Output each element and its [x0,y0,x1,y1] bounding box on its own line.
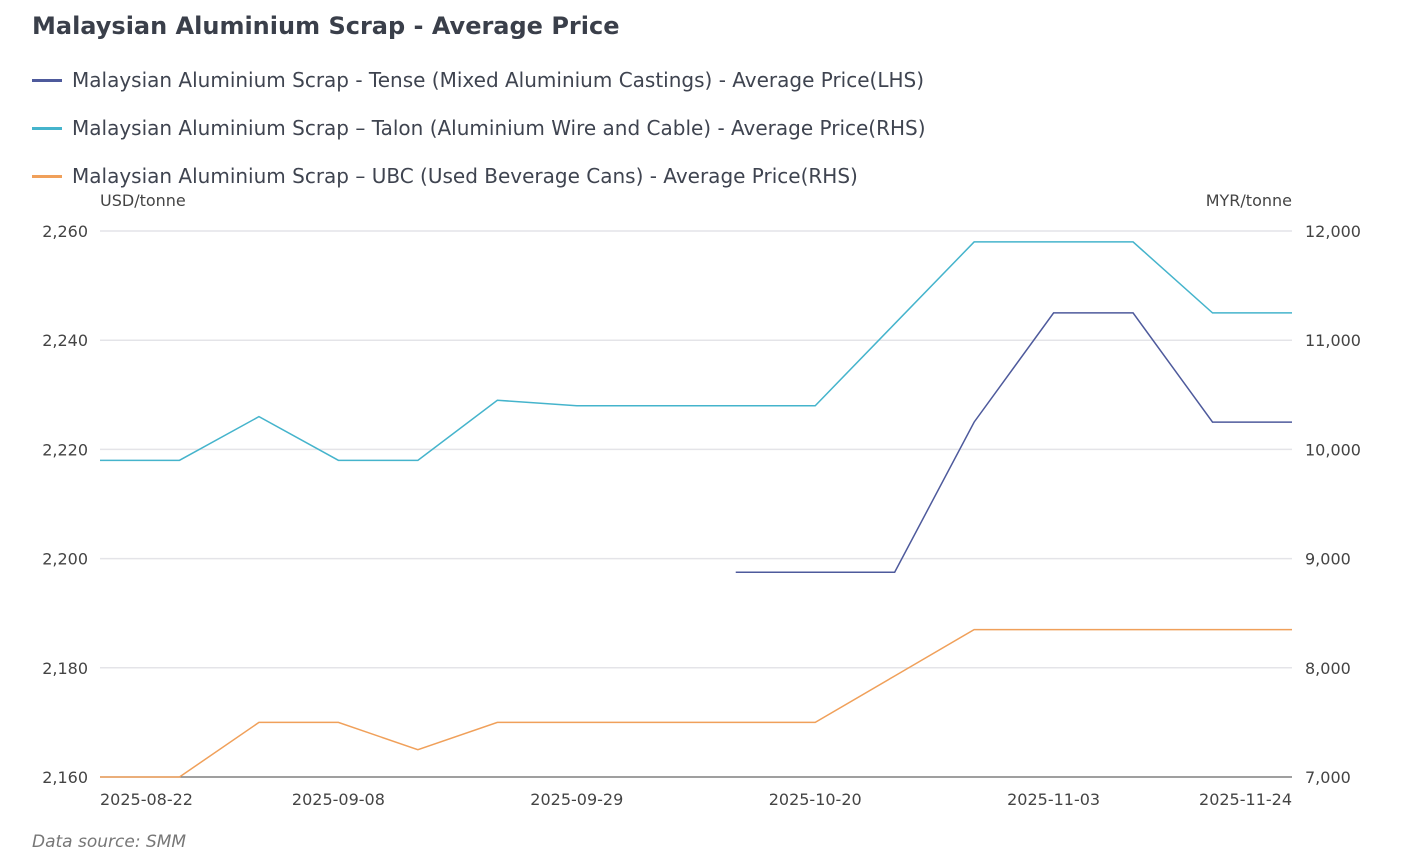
legend-label: Malaysian Aluminium Scrap – UBC (Used Be… [72,164,858,188]
x-tick-label: 2025-11-03 [1007,790,1100,809]
y-left-tick-label: 2,180 [42,659,88,678]
x-tick-label: 2025-11-24 [1199,790,1292,809]
series-line-talon [100,241,1292,462]
legend-label: Malaysian Aluminium Scrap - Tense (Mixed… [72,68,925,92]
right-axis-label: MYR/tonne [1206,191,1292,210]
y-right-tick-label: 7,000 [1305,768,1351,787]
y-left-tick-label: 2,200 [42,550,88,569]
legend-item-tense[interactable]: Malaysian Aluminium Scrap - Tense (Mixed… [32,56,926,104]
legend-swatch [32,174,62,178]
y-left-tick-label: 2,240 [42,331,88,350]
data-source: Data source: SMM [32,832,187,852]
x-tick-label: 2025-10-20 [769,790,862,809]
series-line-ubc [100,628,1292,778]
y-right-tick-label: 12,000 [1305,222,1361,241]
legend-item-ubc[interactable]: Malaysian Aluminium Scrap – UBC (Used Be… [32,152,926,200]
y-right-tick-label: 9,000 [1305,550,1351,569]
legend-label: Malaysian Aluminium Scrap – Talon (Alumi… [72,116,926,140]
y-right-tick-label: 8,000 [1305,659,1351,678]
x-tick-label: 2025-08-22 [100,790,193,809]
legend-swatch [32,126,62,130]
y-right-tick-label: 10,000 [1305,440,1361,459]
x-tick-label: 2025-09-08 [292,790,385,809]
legend-swatch [32,78,62,82]
legend-item-talon[interactable]: Malaysian Aluminium Scrap – Talon (Alumi… [32,104,926,152]
y-left-tick-label: 2,220 [42,440,88,459]
legend: Malaysian Aluminium Scrap - Tense (Mixed… [32,56,926,200]
x-tick-label: 2025-09-29 [530,790,623,809]
y-left-tick-label: 2,260 [42,222,88,241]
left-axis-label: USD/tonne [100,191,186,210]
y-right-tick-label: 11,000 [1305,331,1361,350]
y-left-tick-label: 2,160 [42,768,88,787]
series-line-tense [735,312,1292,573]
chart-title: Malaysian Aluminium Scrap - Average Pric… [32,12,620,40]
